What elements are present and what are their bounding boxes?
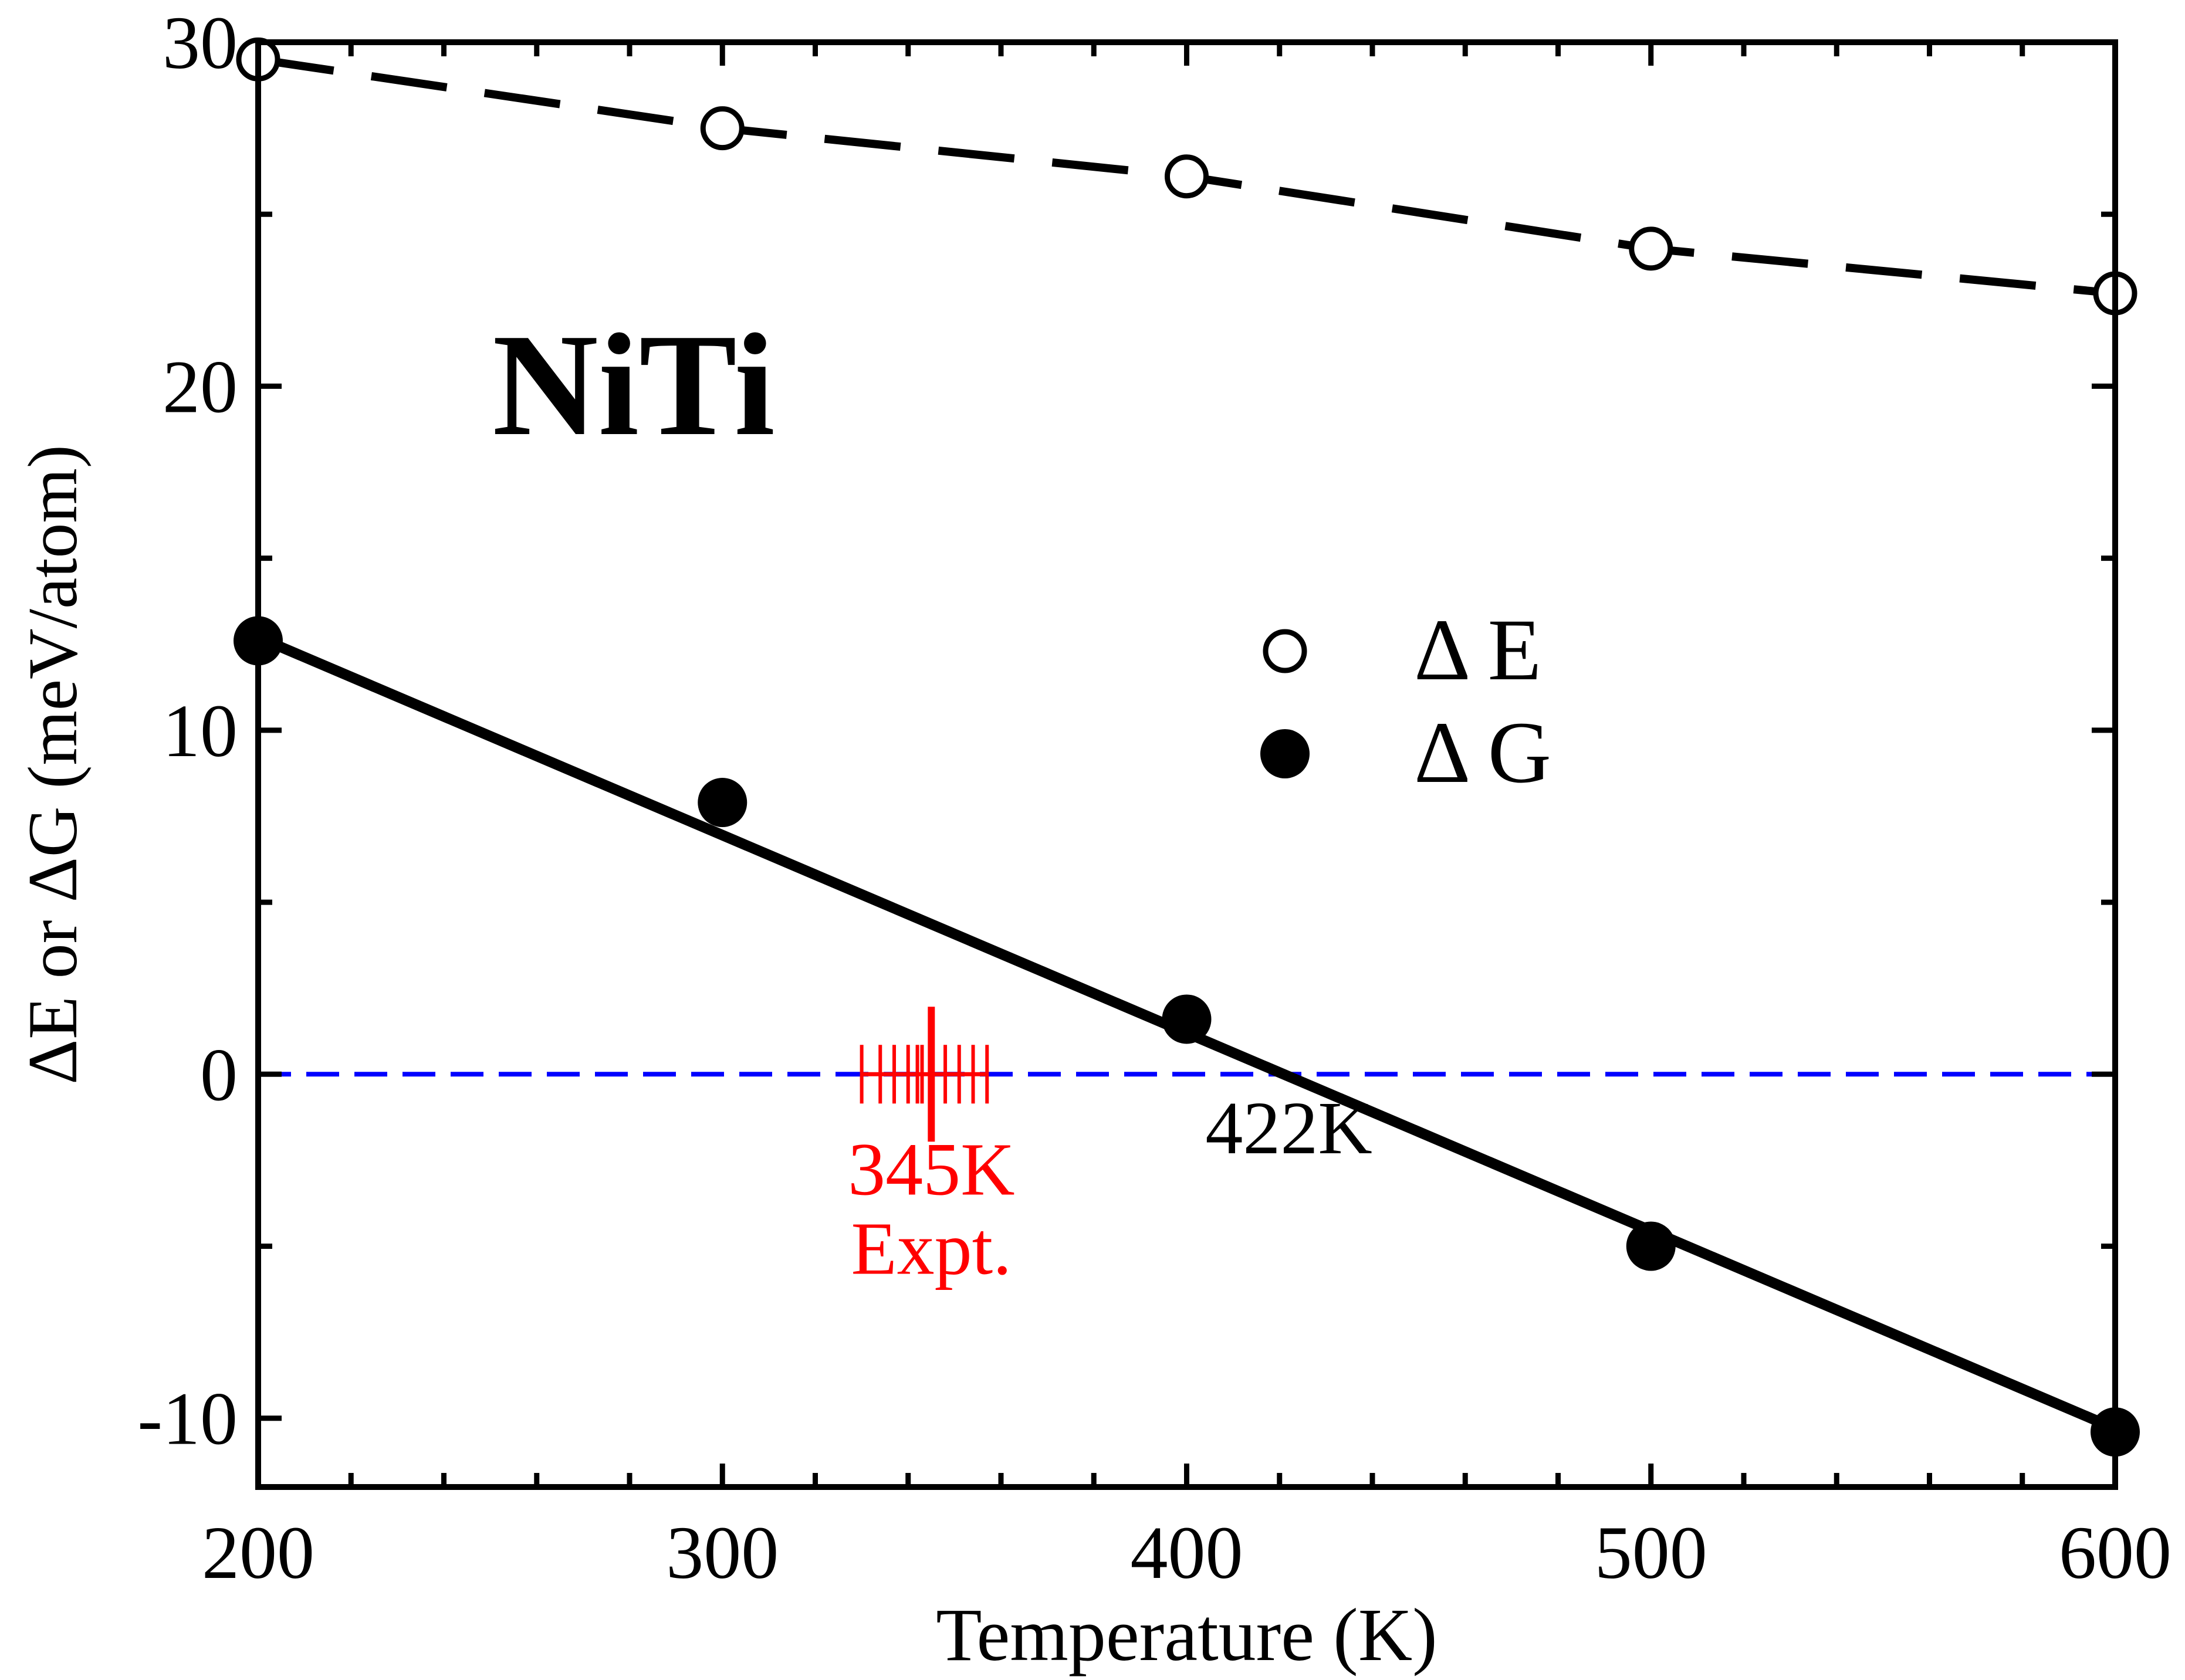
legend-delta-g-marker <box>1260 729 1310 778</box>
x-tick-label: 500 <box>1595 1511 1707 1594</box>
x-tick-label: 300 <box>666 1511 779 1594</box>
plot-title: NiTi <box>492 304 775 466</box>
y-tick-label: -10 <box>137 1377 238 1461</box>
delta-e-point <box>700 106 745 151</box>
delta-e-point <box>1629 226 1673 271</box>
plot-frame <box>255 39 2118 1490</box>
text-layer: 200 300 400 500 600 -10 0 10 20 30 Temperature (K)… <box>13 1 2172 1676</box>
legend-delta-e-marker <box>1263 629 1307 673</box>
x-tick-label: 400 <box>1131 1511 1243 1594</box>
y-tick-label: 10 <box>163 689 238 773</box>
y-axis-label: ΔE or ΔG (meV/atom) <box>13 445 92 1085</box>
x-tick-label: 200 <box>202 1511 314 1594</box>
x-axis-label: Temperature (K) <box>936 1593 1438 1676</box>
delta-e-point <box>1165 154 1209 199</box>
series-lines-layer <box>256 55 2118 1434</box>
delta-g-point <box>698 778 748 828</box>
delta-g-point <box>1162 994 1212 1044</box>
y-tick-label: 20 <box>163 345 238 428</box>
y-tick-label: 30 <box>163 1 238 84</box>
legend-delta-e-label: Δ E <box>1414 601 1541 699</box>
crossing-temp-label: 422K <box>1205 1086 1372 1170</box>
axes-layer <box>255 39 2118 1490</box>
x-tick-label: 600 <box>2059 1511 2172 1594</box>
legend-delta-g-label: Δ G <box>1414 704 1551 801</box>
expt-label: Expt. <box>851 1207 1012 1290</box>
delta-g-point <box>1626 1221 1676 1271</box>
y-tick-label: 0 <box>200 1033 238 1116</box>
expt-temp-label: 345K <box>848 1128 1014 1211</box>
